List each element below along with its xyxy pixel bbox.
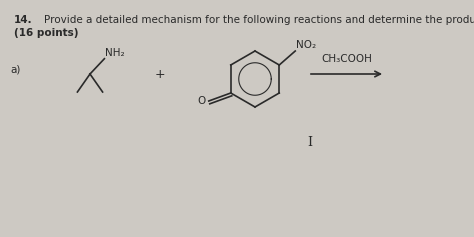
Text: (16 points): (16 points) — [14, 28, 79, 38]
Text: O: O — [198, 96, 206, 106]
Text: CH₃COOH: CH₃COOH — [321, 54, 372, 64]
Text: 14.: 14. — [14, 15, 33, 25]
Text: +: + — [155, 68, 165, 81]
Text: Provide a detailed mechanism for the following reactions and determine the produ: Provide a detailed mechanism for the fol… — [44, 15, 474, 25]
Text: NH₂: NH₂ — [105, 48, 124, 58]
Text: NO₂: NO₂ — [296, 40, 316, 50]
Text: I: I — [308, 136, 312, 149]
Text: a): a) — [10, 64, 20, 74]
